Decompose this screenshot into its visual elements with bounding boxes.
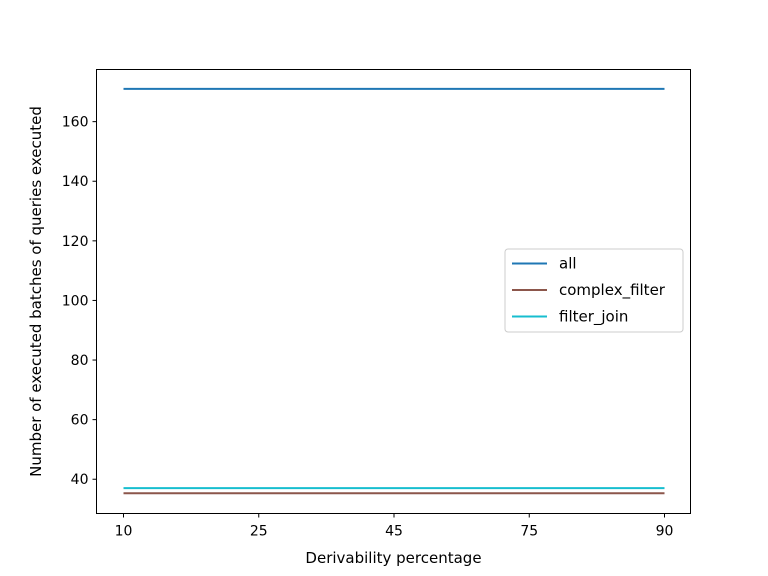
- legend-box: [504, 248, 684, 333]
- y-tick-label: 140: [62, 174, 89, 190]
- y-tick-label: 80: [71, 353, 89, 369]
- y-tick-label: 160: [62, 115, 89, 131]
- x-tick-label: 90: [656, 524, 674, 540]
- y-axis-ticks: 40 60 80 100 120 140 160: [62, 115, 97, 488]
- x-axis-ticks: 10 25 45 75 90: [115, 513, 674, 540]
- y-tick-label: 40: [71, 472, 89, 488]
- legend-label: complex_filter: [559, 281, 666, 300]
- x-tick-label: 45: [385, 524, 403, 540]
- y-axis-label: Number of executed batches of queries ex…: [27, 106, 45, 477]
- series-layer: [123, 87, 665, 495]
- y-tick-label: 120: [62, 234, 89, 250]
- x-tick-label: 10: [115, 524, 133, 540]
- y-tick-label: 100: [62, 293, 89, 309]
- x-tick-label: 25: [250, 524, 268, 540]
- y-tick-label: 60: [71, 413, 89, 429]
- legend-label: filter_join: [559, 308, 628, 327]
- x-tick-label: 75: [520, 524, 538, 540]
- legend-label: all: [559, 255, 577, 273]
- legend: all complex_filter filter_join: [504, 248, 684, 333]
- x-axis-label: Derivability percentage: [305, 549, 481, 567]
